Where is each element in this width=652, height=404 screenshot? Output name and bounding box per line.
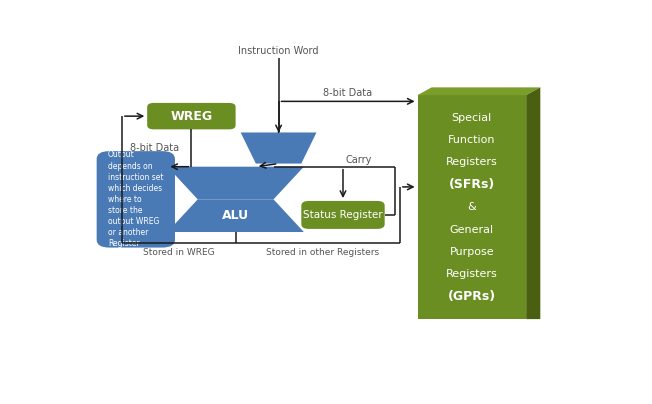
Text: Special: Special xyxy=(452,113,492,122)
Bar xyxy=(417,95,526,319)
Text: Purpose: Purpose xyxy=(449,247,494,257)
FancyBboxPatch shape xyxy=(147,103,235,129)
Polygon shape xyxy=(168,167,304,199)
Text: Output
depends on
instruction set
which decides
where to
store the
output WREG
o: Output depends on instruction set which … xyxy=(108,150,164,248)
Text: Registers: Registers xyxy=(446,157,497,167)
Text: Stored in WREG: Stored in WREG xyxy=(143,248,215,257)
Text: (SFRs): (SFRs) xyxy=(449,178,495,191)
FancyBboxPatch shape xyxy=(96,151,175,248)
Polygon shape xyxy=(241,133,316,164)
Polygon shape xyxy=(168,199,304,232)
Polygon shape xyxy=(526,87,541,319)
Text: General: General xyxy=(450,225,494,235)
Text: (GPRs): (GPRs) xyxy=(448,290,496,303)
Text: Function: Function xyxy=(448,135,496,145)
Text: 8-bit Data: 8-bit Data xyxy=(323,88,372,98)
Text: Instruction Word: Instruction Word xyxy=(239,46,319,56)
Text: Status Register: Status Register xyxy=(303,210,383,220)
Text: 8-bit Data: 8-bit Data xyxy=(130,143,179,153)
FancyBboxPatch shape xyxy=(301,201,385,229)
Text: Registers: Registers xyxy=(446,269,497,279)
Text: WREG: WREG xyxy=(170,109,213,123)
Text: Carry: Carry xyxy=(346,155,372,165)
Text: Stored in other Registers: Stored in other Registers xyxy=(266,248,379,257)
Polygon shape xyxy=(417,87,541,95)
Text: ALU: ALU xyxy=(222,209,249,222)
Text: &: & xyxy=(467,202,476,212)
